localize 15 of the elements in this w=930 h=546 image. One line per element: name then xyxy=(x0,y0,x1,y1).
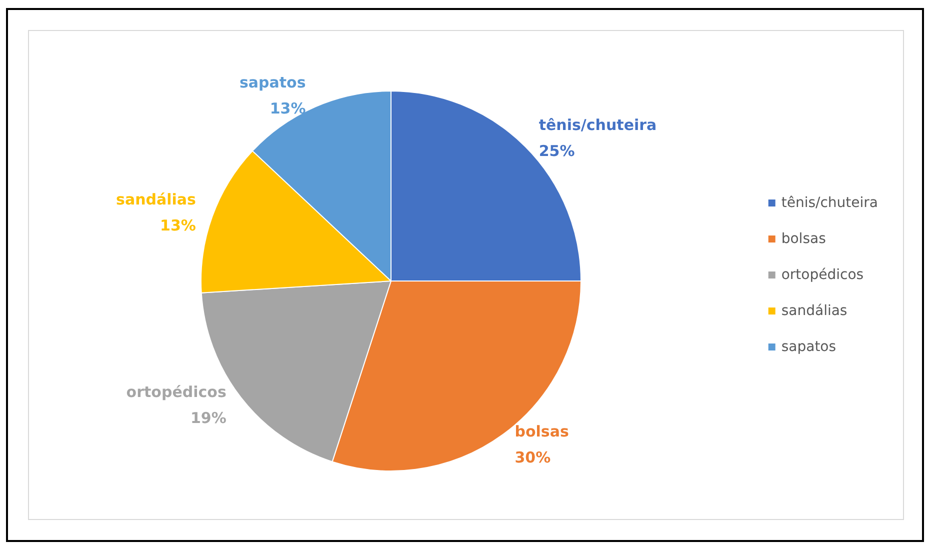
slice-label: sandálias xyxy=(116,190,196,209)
legend-label: tênis/chuteira xyxy=(781,195,878,211)
slice-label: bolsas xyxy=(514,422,569,440)
data-label: 19% xyxy=(190,408,226,427)
legend-label: bolsas xyxy=(781,231,826,247)
data-label: 13% xyxy=(270,100,306,118)
legend-label: sapatos xyxy=(781,339,836,355)
legend-label: sandálias xyxy=(781,303,848,319)
slice-label: sapatos xyxy=(239,74,306,92)
data-label: 25% xyxy=(538,142,575,160)
slice-label: tênis/chuteira xyxy=(538,116,657,134)
data-label: 13% xyxy=(160,216,196,235)
data-label: 30% xyxy=(514,448,551,466)
slice-label: ortopédicos xyxy=(126,382,226,401)
legend-label: ortopédicos xyxy=(781,267,864,283)
